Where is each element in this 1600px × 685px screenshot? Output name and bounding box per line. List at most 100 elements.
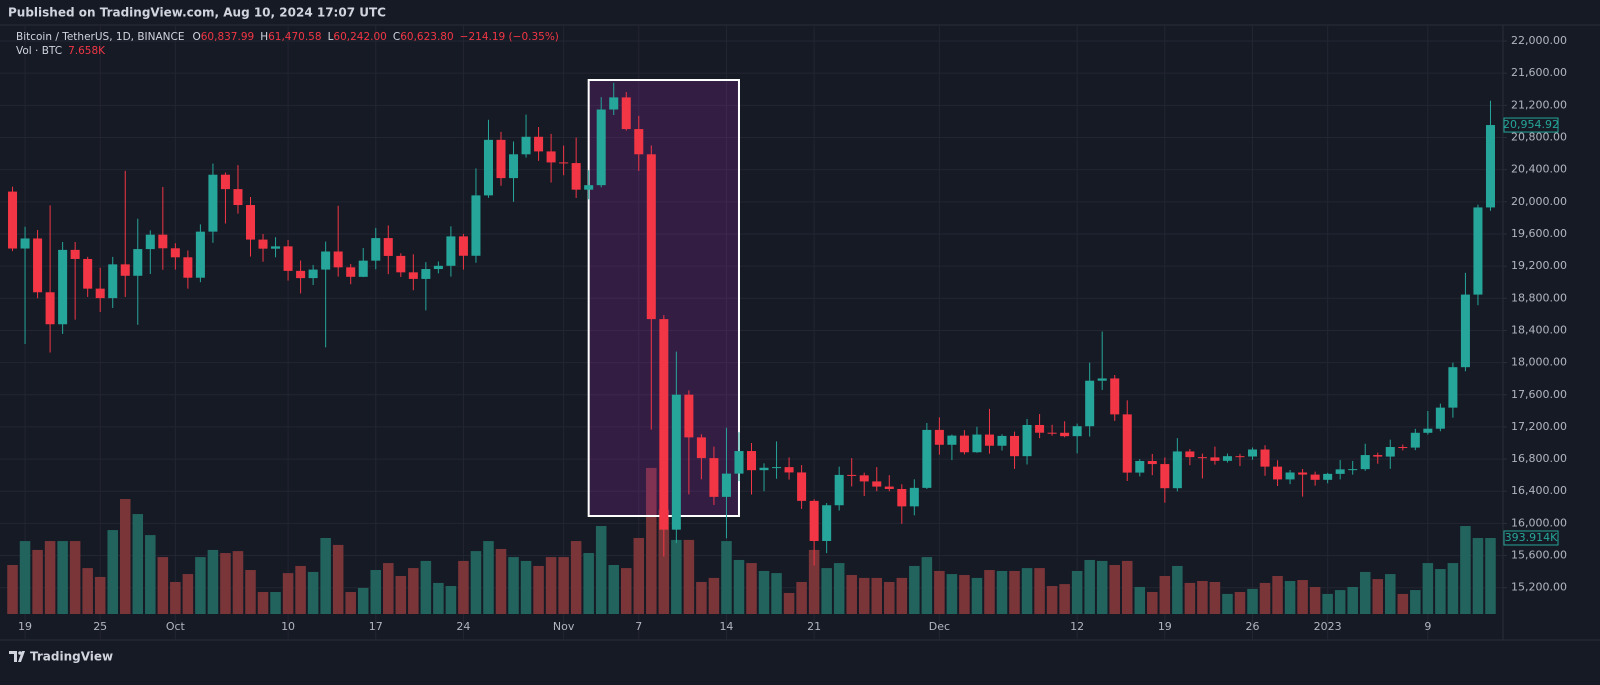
- volume-bar: [1234, 592, 1246, 614]
- candle-body: [609, 97, 619, 110]
- candle-body: [70, 249, 80, 259]
- y-tick-label: 18,800.00: [1511, 291, 1567, 304]
- volume-bar: [433, 582, 444, 614]
- last-price-tag: [1503, 117, 1559, 133]
- candle-body: [1210, 457, 1220, 461]
- legend-volume: Vol · BTC 7.658K: [16, 45, 106, 57]
- candle-body: [1060, 432, 1070, 437]
- legend-key: O: [192, 31, 200, 43]
- y-tick-label: 20,000.00: [1511, 195, 1567, 208]
- candle-body: [1310, 474, 1320, 480]
- y-tick-label: 19,200.00: [1511, 259, 1567, 272]
- legend-symbol: Bitcoin / TetherUS, 1D, BINANCE: [16, 31, 184, 43]
- x-tick-label: 19: [18, 620, 32, 633]
- candle-body: [383, 238, 393, 256]
- volume-bar: [1397, 593, 1409, 614]
- volume-bar: [783, 592, 795, 614]
- candle-body: [1348, 469, 1358, 471]
- legend-key: H: [260, 31, 268, 43]
- candle-body: [283, 246, 293, 271]
- legend-ohlc: O60,837.99 H61,470.58 L60,242.00 C60,623.80: [192, 31, 453, 43]
- candle-body: [797, 472, 807, 501]
- candle-body: [1473, 207, 1483, 295]
- candle-body: [58, 249, 68, 325]
- candle-body: [1435, 407, 1445, 429]
- candle-body: [897, 488, 907, 507]
- candle-body: [922, 429, 932, 488]
- candle-body: [170, 248, 180, 258]
- candle-body: [1385, 447, 1395, 457]
- y-tick-label: 17,600.00: [1511, 388, 1567, 401]
- candle-body: [1035, 424, 1045, 433]
- volume-bar: [1485, 537, 1496, 614]
- candle-body: [1197, 457, 1207, 459]
- candle-body: [296, 270, 306, 279]
- candle-body: [984, 434, 994, 446]
- volume-bar: [420, 560, 432, 614]
- x-tick-label: 25: [93, 620, 107, 633]
- y-tick-label: 16,400.00: [1511, 484, 1567, 497]
- volume-bar: [220, 553, 231, 614]
- volume-bar: [483, 541, 494, 614]
- volume-value: 7.658K: [68, 45, 106, 57]
- published-note: Published on TradingView.com, Aug 10, 20…: [8, 6, 386, 20]
- volume-bar: [295, 565, 306, 614]
- volume-bar: [733, 559, 745, 614]
- volume-bar: [808, 549, 820, 614]
- logo: [9, 651, 25, 662]
- volume-bar: [1322, 593, 1333, 614]
- volume-bar: [871, 577, 883, 614]
- volume-bar: [1121, 560, 1133, 614]
- volume-bar: [508, 557, 519, 614]
- x-tick-label: 21: [807, 620, 821, 633]
- legend-value: 60,242.00: [333, 31, 386, 43]
- volume-bar: [608, 564, 619, 614]
- candle-body: [145, 234, 155, 250]
- candle-body: [872, 481, 882, 487]
- candle-body: [822, 505, 832, 542]
- volume-bar: [671, 539, 682, 614]
- candle-body: [483, 139, 493, 196]
- candle-body: [195, 231, 205, 278]
- volume-bar: [357, 587, 369, 614]
- y-tick-label: 16,000.00: [1511, 516, 1567, 529]
- volume-bar: [658, 509, 670, 614]
- volume-bar: [1247, 588, 1258, 614]
- candle-body: [859, 475, 869, 482]
- candle-body: [321, 251, 331, 270]
- volume-bar: [1172, 565, 1183, 614]
- volume-bar: [545, 557, 557, 614]
- candle-body: [1047, 432, 1057, 434]
- volume-bars: [7, 467, 1496, 614]
- candle-body: [884, 486, 894, 489]
- candle-body: [45, 292, 55, 325]
- candle-body: [621, 97, 631, 130]
- candle-body: [909, 487, 919, 507]
- candle-body: [108, 264, 118, 299]
- volume-bar: [921, 557, 933, 614]
- volume-bar: [1134, 586, 1146, 614]
- volume-bar: [307, 571, 319, 614]
- volume-bar: [1359, 571, 1371, 614]
- candle-body: [746, 451, 757, 471]
- candle-body: [1273, 466, 1283, 480]
- volume-bar: [57, 541, 68, 614]
- volume-bar: [896, 577, 908, 614]
- volume-bar: [119, 498, 131, 614]
- x-tick-label: 10: [281, 620, 295, 633]
- y-tick-label: 17,200.00: [1511, 420, 1567, 433]
- candle-body: [1398, 447, 1408, 449]
- grid: [0, 25, 1503, 640]
- candle-body: [83, 258, 93, 289]
- volume-bar: [1309, 586, 1321, 614]
- candle-body: [734, 451, 744, 474]
- volume-bar: [1422, 563, 1434, 614]
- candle-body: [1010, 435, 1020, 457]
- candle-body: [1298, 472, 1308, 475]
- candle-body: [1260, 449, 1270, 467]
- volume-bar: [1334, 590, 1346, 614]
- volume-bar: [570, 541, 582, 614]
- candle-body: [346, 267, 356, 277]
- volume-bar: [1109, 564, 1120, 614]
- candle-body: [1085, 380, 1095, 427]
